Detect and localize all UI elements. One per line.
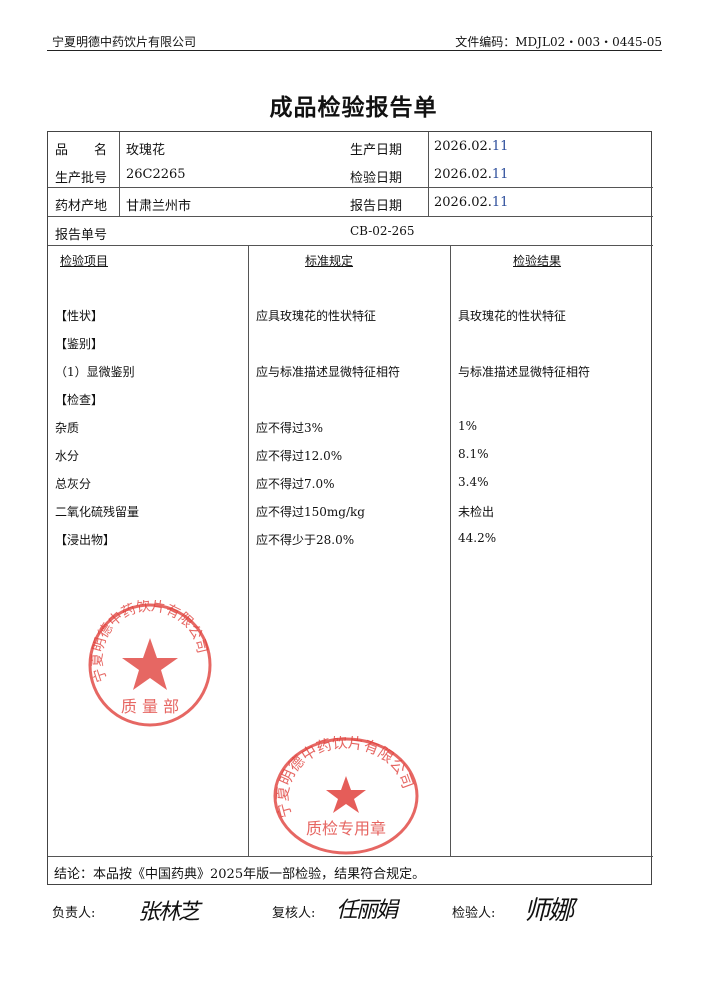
divider — [119, 132, 120, 216]
row-standard: 应具玫瑰花的性状特征 — [256, 309, 377, 323]
row-standard: 应不得过7.0% — [256, 477, 335, 491]
row-item: 水分 — [55, 449, 80, 463]
production-date: 2026.02.11 — [434, 139, 509, 154]
document-code: 文件编码：MDJL02・003・0445-05 — [455, 35, 662, 49]
responsible-signature: 张林芝 — [138, 900, 200, 925]
row-standard: 应不得过3% — [256, 421, 324, 435]
divider — [48, 245, 653, 246]
row-result: 具玫瑰花的性状特征 — [458, 309, 567, 323]
row-result: 8.1% — [458, 447, 489, 461]
row-item: 总灰分 — [55, 477, 92, 491]
row-standard: 应不得少于28.0% — [256, 533, 355, 547]
origin-label: 药材产地 — [55, 199, 108, 214]
row-result: 44.2% — [458, 531, 497, 545]
row-standard: 应不得过150mg/kg — [256, 505, 365, 519]
row-result: 未检出 — [458, 505, 495, 519]
name-label: 品 名 — [55, 143, 108, 158]
row-result: 3.4% — [458, 475, 489, 489]
batch-number: 26C2265 — [126, 167, 186, 182]
production-date-label: 生产日期 — [350, 143, 403, 158]
row-item: 杂质 — [55, 421, 80, 435]
row-item: 【检查】 — [55, 393, 104, 407]
conclusion: 结论：本品按《中国药典》2025年版一部检验，结果符合规定。 — [54, 867, 426, 882]
divider — [450, 245, 451, 856]
divider — [428, 132, 429, 216]
inspector-signature: 师娜 — [524, 896, 574, 926]
reviewer-label: 复核人: — [272, 906, 316, 921]
page-title: 成品检验报告单 — [269, 94, 438, 121]
row-standard: 应与标准描述显微特征相符 — [256, 365, 401, 379]
test-date-label: 检验日期 — [350, 171, 403, 186]
batch-label: 生产批号 — [55, 171, 108, 186]
report-date-label: 报告日期 — [350, 199, 403, 214]
report-no-label: 报告单号 — [55, 228, 108, 243]
header-divider — [47, 50, 662, 51]
divider — [48, 856, 653, 857]
row-item: 【浸出物】 — [55, 533, 116, 547]
row-result: 与标准描述显微特征相符 — [458, 365, 591, 379]
responsible-label: 负责人: — [52, 906, 96, 921]
row-item: 二氧化硫残留量 — [55, 505, 140, 519]
reviewer-signature: 任丽娟 — [336, 898, 398, 923]
report-number: CB-02-265 — [350, 224, 415, 238]
report-date: 2026.02.11 — [434, 195, 509, 210]
row-item: （1）显微鉴别 — [55, 365, 135, 379]
divider — [248, 245, 249, 856]
divider — [48, 216, 653, 217]
row-item: 【鉴别】 — [55, 337, 104, 351]
row-item: 【性状】 — [55, 309, 104, 323]
company-header: 宁夏明德中药饮片有限公司 — [52, 35, 197, 49]
column-header-standard: 标准规定 — [305, 254, 354, 268]
row-standard: 应不得过12.0% — [256, 449, 343, 463]
product-name: 玫瑰花 — [126, 143, 166, 158]
origin: 甘肃兰州市 — [126, 199, 192, 214]
report-table: 品 名 玫瑰花 生产日期 2026.02.11 生产批号 26C2265 检验日… — [47, 131, 653, 885]
divider — [48, 187, 653, 188]
inspector-label: 检验人: — [452, 906, 496, 921]
row-result: 1% — [458, 419, 478, 433]
column-header-result: 检验结果 — [513, 254, 562, 268]
column-header-item: 检验项目 — [60, 254, 109, 268]
test-date: 2026.02.11 — [434, 167, 509, 182]
